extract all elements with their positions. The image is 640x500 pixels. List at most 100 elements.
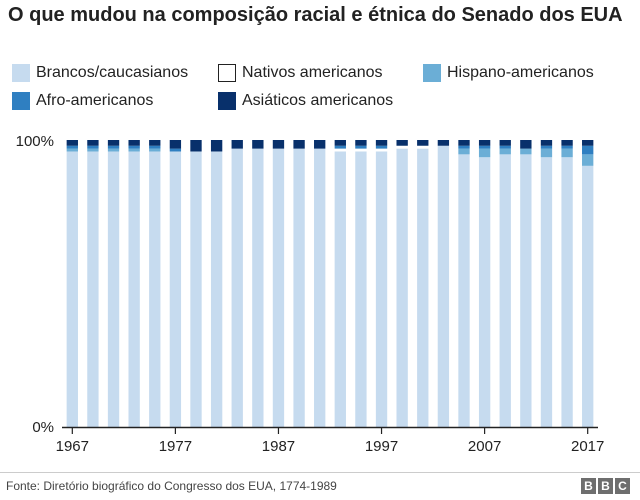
bar-segment-2009-s4 <box>499 140 511 146</box>
bar-segment-1991-s0 <box>314 148 326 428</box>
bar-segment-1981-s0 <box>210 151 223 428</box>
bar-segment-1979-s4 <box>190 140 202 152</box>
bar-segment-2009-s2 <box>499 148 511 155</box>
bar-segment-1975-s4 <box>149 140 161 146</box>
bar-segment-1977-s0 <box>169 151 182 428</box>
bar-segment-1995-s0 <box>355 151 367 428</box>
bar-segment-2017-s3 <box>582 145 594 155</box>
bar-segment-1979-s0 <box>190 151 202 428</box>
bar-segment-1987-s4 <box>272 140 285 149</box>
chart-title: O que mudou na composição racial e étnic… <box>8 4 623 26</box>
bar-segment-2007-s3 <box>478 145 491 149</box>
legend-label-hispano: Hispano-americanos <box>447 64 594 81</box>
bar-segment-1975-s0 <box>149 151 161 428</box>
stacked-bar-chart: 1967 1977 1987 1997 2007 2017 0% 100% <box>16 133 605 455</box>
y-tick-label-0pct: 0% <box>32 419 54 436</box>
bar-segment-1971-s2 <box>107 148 120 152</box>
bar-segment-1993-s0 <box>334 151 346 428</box>
bar-segment-1977-s4 <box>169 140 182 149</box>
legend-item-hispano: Hispano-americanos <box>423 64 594 82</box>
bar-segment-2005-s3 <box>458 145 470 149</box>
legend-swatch-hispano <box>423 64 441 82</box>
bar-segment-1981-s4 <box>210 140 223 152</box>
bar-segment-1967-s3 <box>66 145 78 149</box>
bars-group <box>66 140 594 428</box>
x-tick-label-1967: 1967 <box>56 438 89 455</box>
bar-segment-2011-s2 <box>520 148 532 155</box>
bar-segment-2017-s2 <box>582 154 594 166</box>
bar-segment-2013-s4 <box>540 140 553 146</box>
bar-segment-2013-s0 <box>540 157 553 427</box>
bar-segment-1967-s0 <box>66 151 78 428</box>
bar-segment-1989-s0 <box>293 148 305 428</box>
bar-segment-2015-s0 <box>561 157 573 427</box>
legend-swatch-nativos <box>218 64 236 82</box>
legend-item-brancos: Brancos/caucasianos <box>12 64 188 82</box>
bar-segment-1967-s4 <box>66 140 78 146</box>
y-ticks-group: 0% 100% <box>16 133 54 436</box>
bar-segment-1971-s3 <box>107 145 120 149</box>
bar-segment-1977-s3 <box>169 148 182 152</box>
bar-segment-1969-s3 <box>87 145 99 149</box>
bar-segment-2011-s4 <box>520 140 532 149</box>
bar-segment-1995-s4 <box>355 140 367 146</box>
bar-segment-1973-s4 <box>128 140 140 146</box>
bar-segment-1999-s0 <box>396 148 408 428</box>
bar-segment-1993-s1 <box>334 148 346 152</box>
bar-segment-1999-s1 <box>396 145 408 149</box>
bar-segment-2015-s4 <box>561 140 573 146</box>
bar-segment-2005-s4 <box>458 140 470 146</box>
y-tick-label-100pct: 100% <box>16 133 54 150</box>
legend-item-afro: Afro-americanos <box>12 92 153 110</box>
bar-segment-2017-s0 <box>582 165 594 427</box>
bar-segment-1997-s1 <box>375 148 388 152</box>
x-tick-label-2017: 2017 <box>571 438 604 455</box>
x-tick-label-1987: 1987 <box>262 438 295 455</box>
bar-segment-1993-s4 <box>334 140 346 146</box>
legend-label-asiaticos: Asiáticos americanos <box>242 92 394 109</box>
legend-swatch-asiaticos <box>218 92 236 110</box>
bar-segment-1975-s2 <box>149 148 161 152</box>
bar-segment-1991-s4 <box>314 140 326 149</box>
legend-label-afro: Afro-americanos <box>36 92 154 109</box>
source-note: Fonte: Diretório biográfico do Congresso… <box>6 479 337 493</box>
bar-segment-2007-s2 <box>478 148 491 158</box>
bar-segment-2009-s0 <box>499 154 511 427</box>
x-tick-label-2007: 2007 <box>468 438 501 455</box>
bar-segment-1973-s3 <box>128 145 140 149</box>
bar-segment-1971-s0 <box>107 151 120 428</box>
bar-segment-1971-s4 <box>107 140 120 146</box>
legend-label-brancos: Brancos/caucasianos <box>36 64 189 81</box>
bar-segment-2007-s4 <box>478 140 491 146</box>
legend-label-nativos: Nativos americanos <box>242 64 383 81</box>
bar-segment-1983-s0 <box>231 148 243 428</box>
legend-item-asiaticos: Asiáticos americanos <box>218 92 393 110</box>
bar-segment-1969-s4 <box>87 140 99 146</box>
bar-segment-1997-s4 <box>375 140 388 146</box>
bar-segment-1989-s4 <box>293 140 305 149</box>
bar-segment-1967-s2 <box>66 148 78 152</box>
bar-segment-1973-s0 <box>128 151 140 428</box>
legend-swatch-afro <box>12 92 30 110</box>
bar-segment-1997-s3 <box>375 145 388 149</box>
bar-segment-1969-s2 <box>87 148 99 152</box>
bar-segment-1975-s3 <box>149 145 161 149</box>
bar-segment-1999-s4 <box>396 140 408 146</box>
bar-segment-1987-s0 <box>272 148 285 428</box>
bar-segment-2001-s4 <box>417 140 429 146</box>
bar-segment-1983-s4 <box>231 140 243 149</box>
bar-segment-1997-s0 <box>375 151 388 428</box>
x-tick-label-1997: 1997 <box>365 438 398 455</box>
x-ticks-group: 1967 1977 1987 1997 2007 2017 <box>56 427 604 455</box>
footer-divider <box>0 472 640 473</box>
bar-segment-2015-s2 <box>561 148 573 158</box>
bar-segment-1969-s0 <box>87 151 99 428</box>
bar-segment-1993-s3 <box>334 145 346 149</box>
bar-segment-2013-s2 <box>540 148 553 158</box>
bar-segment-2009-s3 <box>499 145 511 149</box>
bar-segment-2001-s0 <box>417 148 429 428</box>
bar-segment-2001-s1 <box>417 145 429 149</box>
bar-segment-2015-s3 <box>561 145 573 149</box>
bar-segment-2005-s2 <box>458 148 470 155</box>
